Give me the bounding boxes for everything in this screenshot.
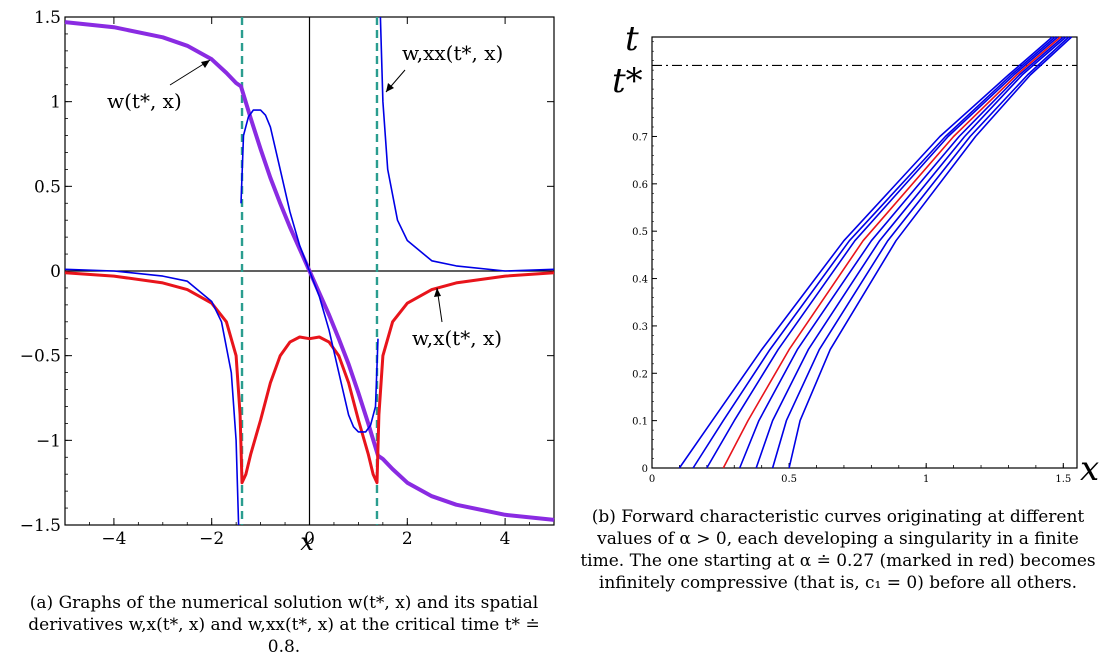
- characteristic-curve: [678, 36, 1053, 469]
- characteristic-curve: [771, 36, 1070, 469]
- y-tick-label: 0.7: [632, 132, 648, 143]
- y-tick-label: 0: [50, 262, 61, 282]
- characteristic-curve: [738, 36, 1064, 469]
- y-tick-label: 0.2: [632, 369, 648, 380]
- characteristic-curve: [692, 36, 1056, 469]
- series-line-wxx: [379, 16, 555, 272]
- y-tick-label: 1.5: [34, 8, 61, 28]
- panel-b-ticks: 0 0.5 1 1.5 0 0.1 0.2 0.3 0.4 0.5 0.6 0.7: [632, 41, 1071, 485]
- characteristic-curve: [706, 36, 1059, 469]
- y-tick-label: 0.3: [632, 322, 648, 333]
- t-star-label: t*: [612, 61, 643, 101]
- series-line-wx: [64, 271, 555, 485]
- caption-b: (b) Forward characteristic curves origin…: [580, 507, 1096, 594]
- x-tick-label: 4: [500, 529, 511, 549]
- characteristic-curve: [788, 36, 1073, 469]
- panel-b: 0 0.5 1 1.5 0 0.1 0.2 0.3 0.4 0.5 0.6 0.7 t t* x: [612, 19, 1099, 489]
- x-tick-label: 2: [402, 529, 413, 549]
- annotation-w: w(t*, x): [107, 89, 182, 113]
- x-tick-label: 1.5: [1055, 474, 1071, 485]
- y-tick-label: −1.5: [20, 516, 61, 536]
- y-tick-label: −1: [36, 431, 61, 451]
- panel-b-frame: [651, 36, 1078, 469]
- x-tick-label: −4: [101, 529, 126, 549]
- series-line-wxx: [240, 109, 379, 433]
- x-tick-label: −2: [199, 529, 224, 549]
- x-tick-label: 0: [304, 529, 315, 549]
- y-tick-label: 0.6: [632, 180, 648, 191]
- annotation-wx-arrowhead: [434, 288, 441, 297]
- panel-b-y-axis-label: t: [625, 19, 639, 59]
- caption-a: (a) Graphs of the numerical solution w(t…: [28, 593, 540, 658]
- y-tick-label: 0.4: [632, 275, 648, 286]
- characteristic-curve: [722, 36, 1062, 469]
- panel-b-characteristics: [678, 36, 1073, 469]
- annotation-wxx: w,xx(t*, x): [402, 41, 503, 65]
- x-tick-label: 1: [923, 474, 929, 485]
- panel-a-series: [64, 16, 555, 526]
- panel-a-ticks: −4 −2 0 2 4 1.5 1 0.5 0 −0.5 −1 −1.5: [20, 8, 555, 549]
- annotation-wx: w,x(t*, x): [412, 326, 502, 350]
- panel-a: −4 −2 0 2 4 1.5 1 0.5 0 −0.5 −1 −1.5 x w(t*, x) w,x…: [20, 8, 555, 556]
- y-tick-label: 0: [642, 464, 648, 475]
- panel-a-x-axis-label: x: [300, 528, 314, 556]
- annotation-wxx-arrowhead: [386, 83, 394, 92]
- annotation-w-arrowhead: [201, 60, 210, 68]
- y-tick-label: −0.5: [20, 347, 61, 367]
- series-line-wxx: [64, 268, 240, 526]
- characteristic-curve: [755, 36, 1067, 469]
- y-tick-label: 0.1: [632, 417, 648, 428]
- y-tick-label: 0.5: [34, 177, 61, 197]
- y-tick-label: 0.5: [632, 227, 648, 238]
- panel-b-x-axis-label: x: [1080, 449, 1099, 489]
- y-tick-label: 1: [50, 93, 61, 113]
- x-tick-label: 0.5: [781, 474, 797, 485]
- x-tick-label: 0: [649, 474, 655, 485]
